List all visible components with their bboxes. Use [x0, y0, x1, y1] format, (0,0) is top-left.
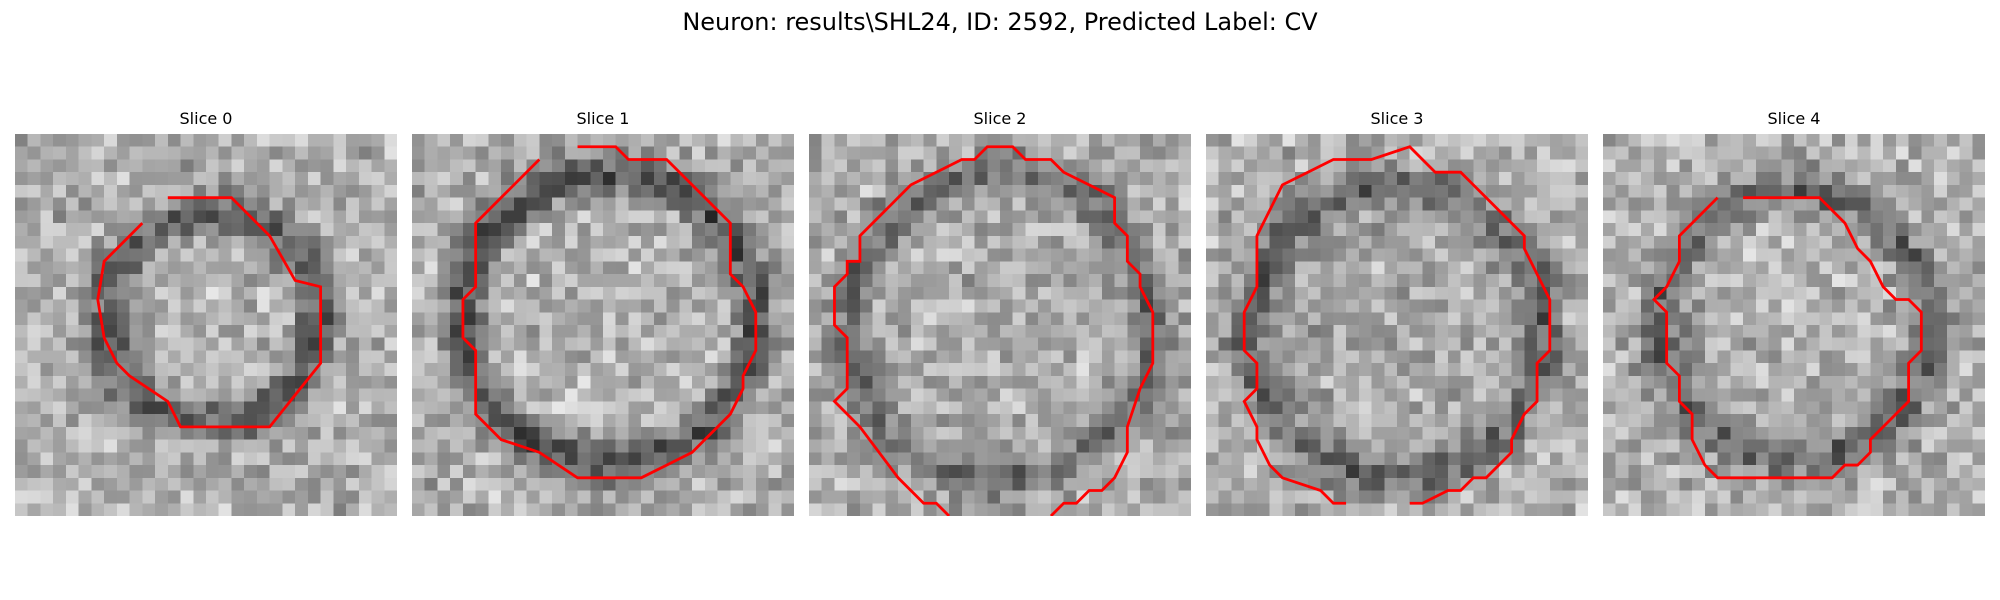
slice-image-2: [809, 134, 1191, 516]
slice-image-1: [412, 134, 794, 516]
slice-image-4: [1603, 134, 1985, 516]
cell-contour: [1242, 145, 1552, 505]
slice-panel-1: Slice 1: [412, 108, 794, 516]
slice-title-0: Slice 0: [179, 109, 233, 128]
cell-contour: [832, 145, 1155, 516]
slice-title-4: Slice 4: [1767, 109, 1821, 128]
slice-panel-2: Slice 2: [809, 108, 1191, 516]
slice-panel-3: Slice 3: [1206, 108, 1588, 516]
slice-image-0: [15, 134, 397, 516]
cell-contour: [1651, 196, 1923, 480]
slice-title-2: Slice 2: [973, 109, 1027, 128]
slice-image-3: [1206, 134, 1588, 516]
slice-title-3: Slice 3: [1370, 109, 1424, 128]
cell-contour: [461, 145, 758, 480]
figure-title: Neuron: results\SHL24, ID: 2592, Predict…: [682, 8, 1318, 36]
slice-title-1: Slice 1: [576, 109, 630, 128]
slice-panel-0: Slice 0: [15, 108, 397, 516]
cell-contour: [96, 196, 323, 429]
slice-panel-4: Slice 4: [1603, 108, 1985, 516]
